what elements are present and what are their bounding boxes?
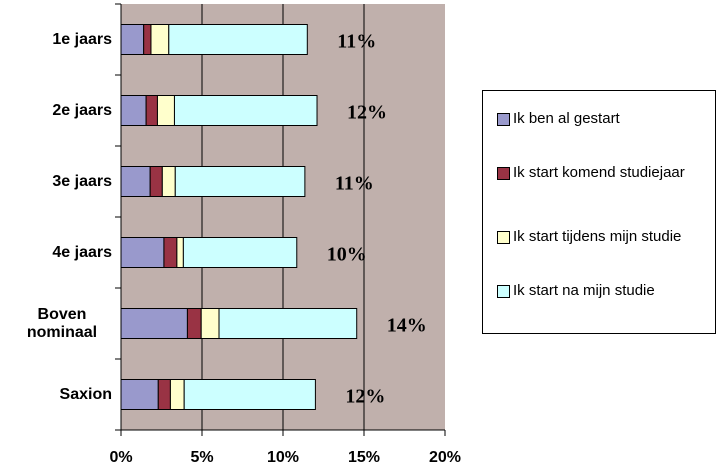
legend-label: Ik start komend studiejaar: [513, 164, 685, 181]
legend-label: Ik ben al gestart: [513, 110, 620, 127]
bar-segment: [120, 95, 147, 126]
bar-segment: [186, 308, 202, 339]
total-label: 11%: [335, 173, 374, 195]
bar-segment: [200, 308, 220, 339]
bar-segment: [163, 237, 178, 268]
legend-swatch: [497, 113, 510, 126]
bar-segment: [182, 237, 298, 268]
legend-item: Ik start komend studiejaar: [497, 163, 713, 182]
y-tick-text: 3e jaars: [52, 172, 112, 190]
y-tick-text: 4e jaars: [52, 243, 112, 261]
x-tick-label: 10%: [267, 449, 299, 466]
legend-label: Ik start tijdens mijn studie: [513, 228, 682, 245]
legend-swatch: [497, 167, 510, 180]
y-tick-label: 3e jaars: [52, 173, 112, 191]
legend-item: Ik start na mijn studie: [497, 281, 713, 300]
bar-segment: [120, 379, 159, 410]
y-tick-label: Boven nominaal: [12, 306, 112, 342]
y-tick-label: 1e jaars: [52, 31, 112, 49]
bar-segment: [218, 308, 358, 339]
bar-segment: [150, 24, 170, 55]
x-tick-label: 5%: [190, 449, 213, 466]
y-tick-label: 2e jaars: [52, 102, 112, 120]
total-label: 10%: [327, 244, 367, 266]
y-tick-text: 1e jaars: [52, 30, 112, 48]
x-tick-label: 0%: [109, 449, 132, 466]
x-tick-label: 15%: [348, 449, 380, 466]
total-label: 12%: [347, 102, 387, 124]
bar-segment: [149, 166, 163, 197]
total-label: 14%: [387, 315, 427, 337]
legend-swatch: [497, 285, 510, 298]
bar-segment: [161, 166, 176, 197]
bar-segment: [168, 24, 308, 55]
y-tick-text: Saxion: [59, 385, 112, 403]
legend-label: Ik start na mijn studie: [513, 282, 655, 299]
bar-segment: [183, 379, 316, 410]
y-tick-text: 2e jaars: [52, 101, 112, 119]
total-label: 11%: [337, 31, 376, 53]
bar-segment: [145, 95, 158, 126]
legend-swatch: [497, 231, 510, 244]
bar-segment: [120, 24, 145, 55]
bar-segment: [173, 95, 318, 126]
legend-item: Ik start tijdens mijn studie: [497, 227, 713, 246]
y-tick-label: 4e jaars: [52, 244, 112, 262]
bar-segment: [176, 237, 184, 268]
total-label: 12%: [345, 386, 385, 408]
x-tick-label: 20%: [429, 449, 461, 466]
bar-segment: [174, 166, 306, 197]
y-tick-text: Boven nominaal: [26, 305, 98, 341]
legend: Ik ben al gestart Ik start komend studiej…: [482, 90, 716, 334]
legend-item: Ik ben al gestart: [497, 109, 713, 128]
bar-segment: [120, 166, 151, 197]
bar-segment: [120, 237, 165, 268]
bar-segment: [120, 308, 188, 339]
bar-segment: [157, 379, 171, 410]
bar-segment: [143, 24, 152, 55]
y-tick-label: Saxion: [60, 386, 112, 404]
bar-segment: [169, 379, 185, 410]
bar-segment: [156, 95, 175, 126]
